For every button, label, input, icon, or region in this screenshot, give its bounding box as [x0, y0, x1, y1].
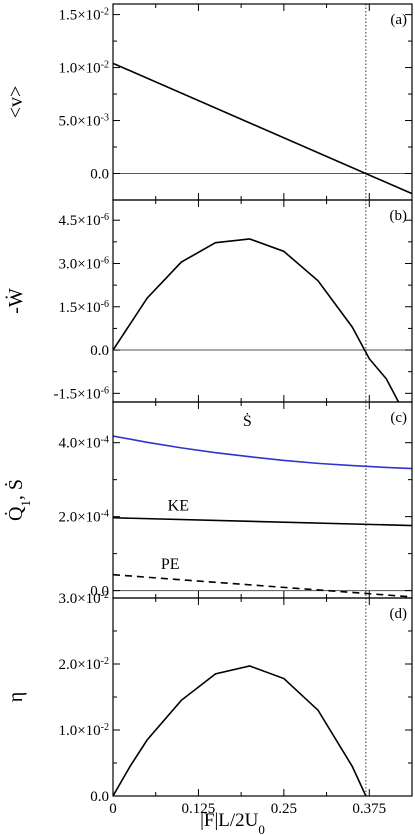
- panel-b-label: (b): [390, 208, 408, 224]
- panel-d-label: (d): [390, 606, 408, 622]
- panel-d-frame: [112, 597, 413, 797]
- panel-c-annotation: PE: [161, 556, 180, 573]
- panel-a-ylabel: <v>: [5, 86, 27, 119]
- panel-a-frame: [112, 3, 413, 201]
- panel-b-ytick-label: 3.0×10-6: [58, 255, 109, 273]
- panel-a-ytick-label: 0.0: [90, 167, 109, 183]
- panel-c-ytick-label: 4.0×10-4: [58, 434, 109, 452]
- panel-d-series-1-line: [113, 665, 367, 796]
- panel-c-annotation: KE: [168, 498, 189, 515]
- panel-d-ytick-label: 2.0×10-2: [58, 656, 109, 674]
- panel-c-series-1-line: [113, 435, 412, 470]
- panel-c-series-2-line: [113, 516, 412, 527]
- xtick-label: 0: [109, 801, 117, 817]
- x-axis-label: |F|L/2U0: [200, 810, 265, 835]
- xtick-label: 0.375: [352, 801, 386, 817]
- panel-b-ylabel: -Ẇ: [4, 288, 27, 314]
- panel-d-ytick-label: 0.0: [90, 789, 109, 805]
- panel-b-frame: [112, 199, 413, 403]
- panel-d-ytick-label: 1.0×10-2: [58, 722, 109, 740]
- panel-c-ytick-label: 2.0×10-4: [58, 508, 109, 526]
- panel-b-ytick-label: -1.5×10-6: [53, 385, 109, 403]
- panel-d-ytick-label: 3.0×10-2: [58, 590, 109, 608]
- panel-b-ytick-label: 1.5×10-6: [58, 298, 109, 316]
- panel-c-label: (c): [390, 410, 407, 426]
- panel-c-frame: [112, 401, 413, 599]
- panel-a-series-1-line: [113, 62, 412, 195]
- xtick-label: 0.25: [271, 801, 297, 817]
- panel-c-series-3-line: [113, 573, 412, 598]
- xtick-label: 0.125: [182, 801, 216, 817]
- panel-a-ytick-label: 1.0×10-2: [58, 59, 109, 77]
- panel-a-label: (a): [390, 12, 407, 28]
- panel-c-annotation: Ṡ: [243, 412, 252, 430]
- panel-c-ylabel: Q̇1, Ṡ: [3, 479, 32, 521]
- panel-b-ytick-label: 4.5×10-6: [58, 212, 109, 230]
- panel-c-ytick-label: 0.0: [90, 584, 109, 600]
- panel-a-ytick-label: 5.0×10-3: [58, 112, 109, 130]
- panel-b-series-1-line: [113, 238, 400, 402]
- panel-d-ylabel: η: [5, 692, 27, 702]
- panel-b-ytick-label: 0.0: [90, 343, 109, 359]
- panel-a-ytick-label: 1.5×10-2: [58, 6, 109, 24]
